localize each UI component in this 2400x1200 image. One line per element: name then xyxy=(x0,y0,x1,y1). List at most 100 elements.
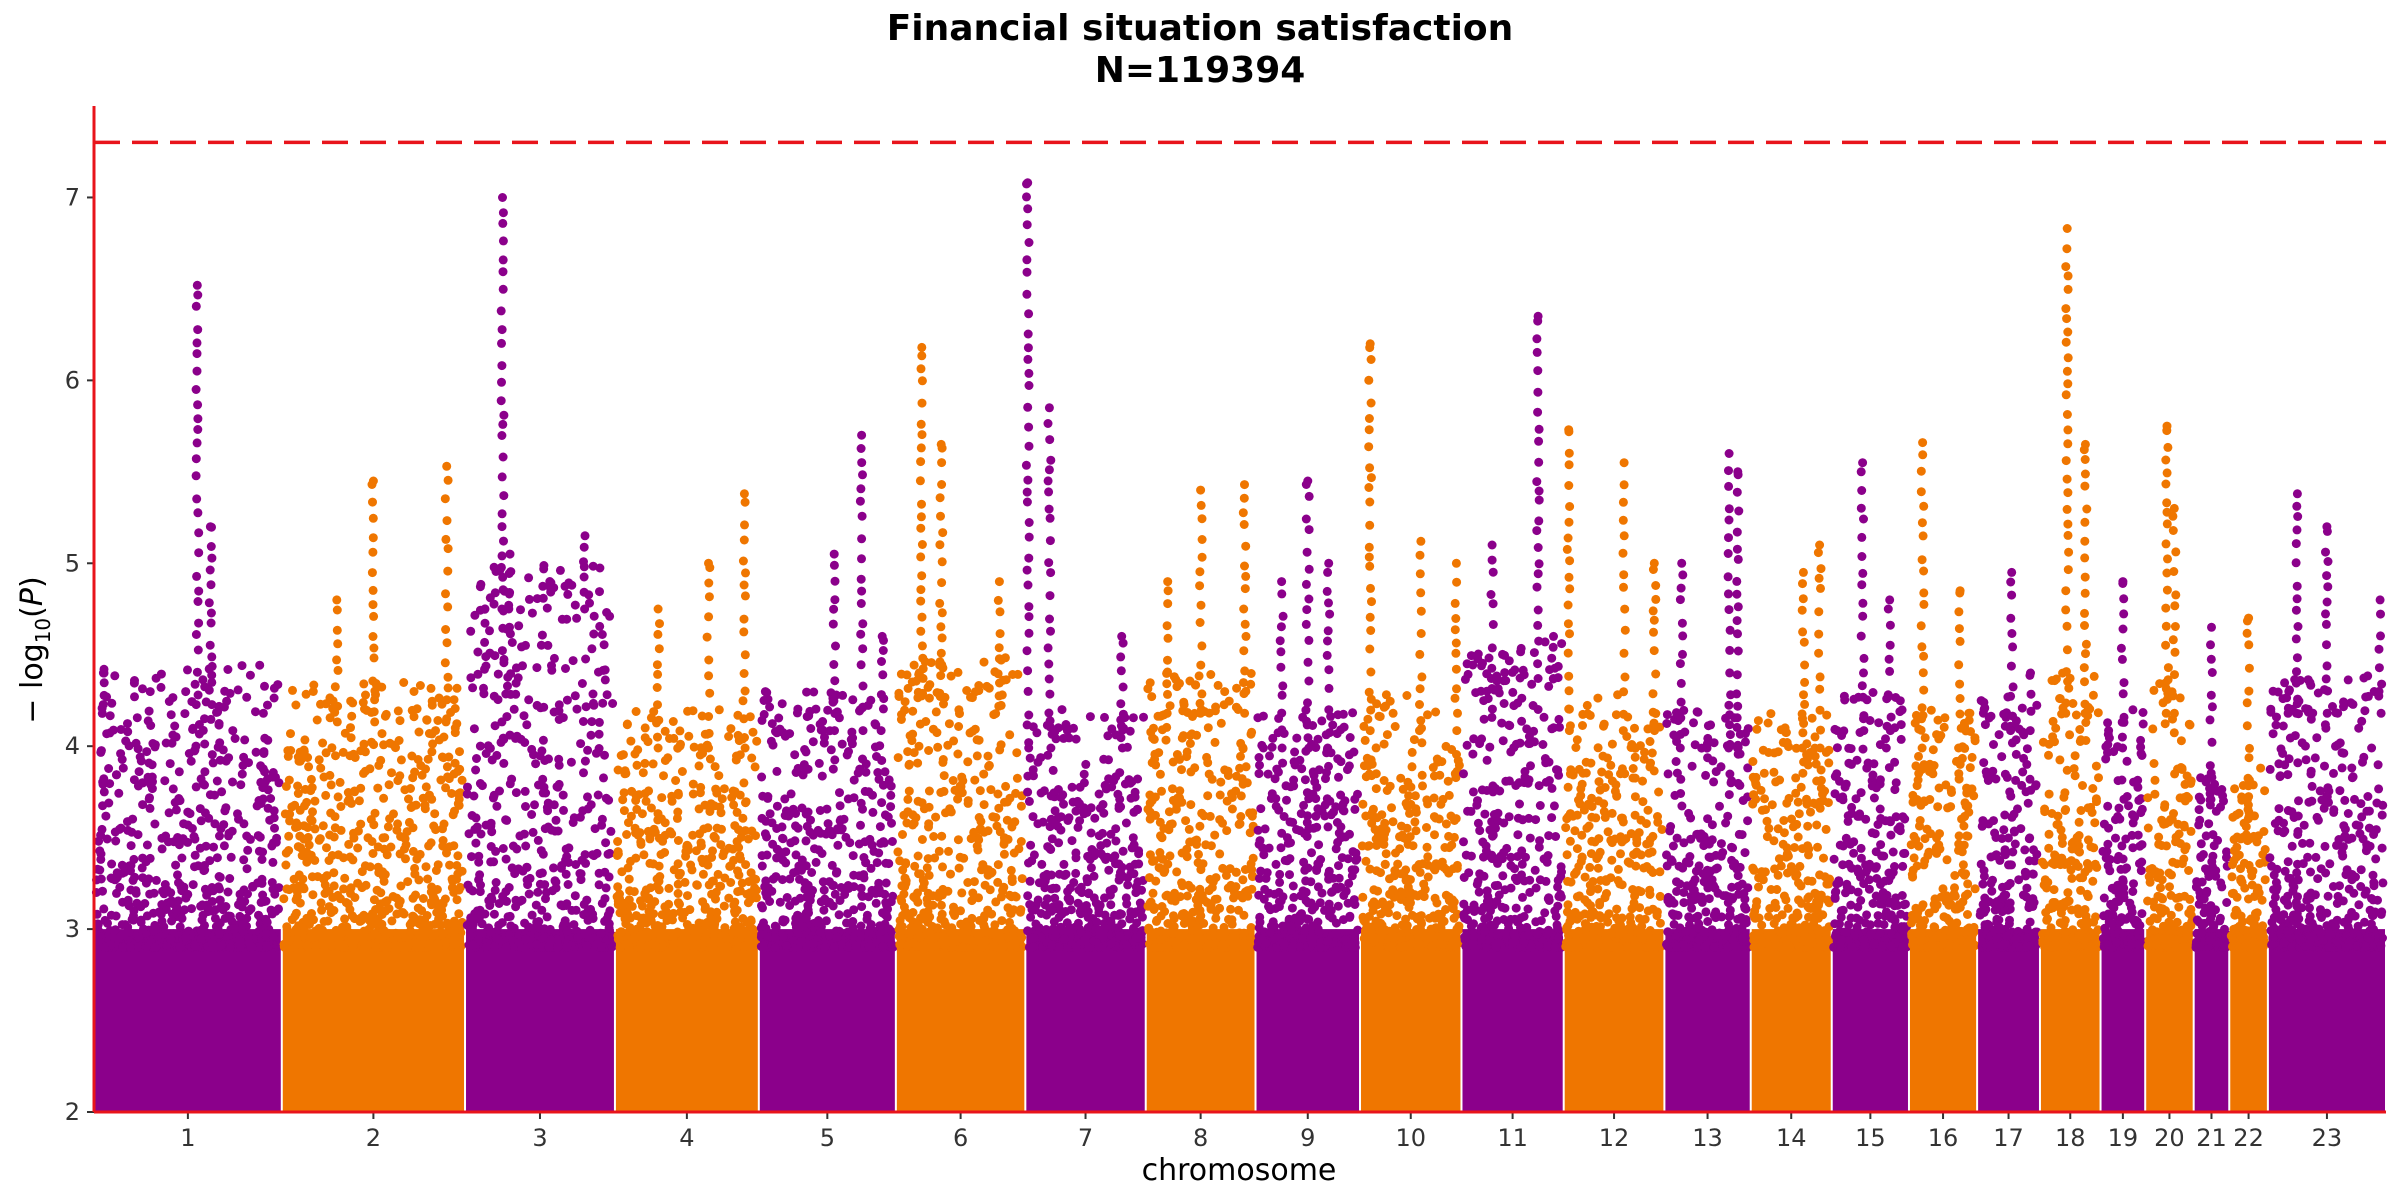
snp-point xyxy=(1231,867,1241,877)
snp-point xyxy=(581,702,591,712)
peak-snp-point xyxy=(878,646,888,655)
snp-point xyxy=(350,914,360,923)
snp-point xyxy=(527,810,537,819)
snp-point xyxy=(706,907,716,917)
chromosome-8-points xyxy=(1143,480,1258,1112)
peak-snp-point xyxy=(1021,460,1031,470)
snp-point xyxy=(1086,863,1096,873)
peak-snp-point xyxy=(579,557,588,567)
snp-point xyxy=(329,832,339,842)
peak-top-point xyxy=(580,531,590,541)
snp-point xyxy=(1429,771,1439,781)
peak-snp-point xyxy=(917,351,927,361)
snp-point xyxy=(830,755,840,765)
snp-point xyxy=(1165,851,1175,861)
snp-point xyxy=(499,658,509,668)
snp-point xyxy=(785,901,795,910)
snp-point xyxy=(571,905,581,915)
peak-snp-point xyxy=(1044,465,1054,475)
snp-point xyxy=(1351,855,1361,865)
snp-point xyxy=(849,870,859,880)
peak-snp-point xyxy=(1278,681,1288,691)
snp-point xyxy=(851,942,861,951)
snp-point xyxy=(594,717,604,727)
snp-point xyxy=(1046,791,1056,801)
snp-point xyxy=(318,738,328,748)
snp-point xyxy=(412,854,422,864)
snp-point xyxy=(1227,804,1237,814)
snp-point xyxy=(138,684,147,694)
snp-point xyxy=(1213,680,1223,690)
snp-point xyxy=(1110,910,1119,920)
peak-snp-point xyxy=(192,571,202,581)
snp-point xyxy=(1228,942,1238,952)
snp-point xyxy=(568,656,578,666)
snp-point xyxy=(346,936,356,946)
snp-point xyxy=(673,788,683,798)
snp-point xyxy=(99,774,109,784)
data-points xyxy=(91,178,2388,1112)
peak-snp-point xyxy=(1022,487,1032,497)
snp-point xyxy=(524,573,534,583)
snp-point xyxy=(820,942,830,952)
snp-point xyxy=(643,737,653,747)
snp-point xyxy=(123,719,132,729)
snp-point xyxy=(106,910,116,920)
peak-snp-point xyxy=(937,480,947,489)
snp-point xyxy=(269,683,279,693)
snp-point xyxy=(168,730,178,740)
peak-snp-point xyxy=(333,701,343,711)
snp-point xyxy=(1324,874,1334,884)
snp-point xyxy=(534,780,543,790)
peak-top-point xyxy=(98,668,108,678)
peak-top-point xyxy=(1163,577,1173,587)
snp-point xyxy=(589,700,599,710)
snp-point xyxy=(947,923,957,933)
snp-point xyxy=(1262,868,1272,878)
snp-point xyxy=(505,730,515,740)
snp-point xyxy=(913,851,923,861)
snp-point xyxy=(953,835,963,845)
snp-point xyxy=(449,695,459,705)
snp-point xyxy=(974,835,984,845)
snp-point xyxy=(452,683,462,693)
snp-point xyxy=(1132,804,1142,814)
peak-snp-point xyxy=(1024,309,1034,319)
snp-point xyxy=(393,706,403,716)
chromosome-2-dense-region xyxy=(282,929,465,1112)
snp-point xyxy=(501,942,511,952)
chromosome-4-dense-region xyxy=(615,929,758,1112)
snp-point xyxy=(468,940,478,950)
snp-point xyxy=(410,767,420,777)
snp-point xyxy=(733,866,742,876)
snp-point xyxy=(1057,705,1067,715)
peak-snp-point xyxy=(368,513,378,523)
snp-point xyxy=(511,902,521,912)
snp-point xyxy=(635,828,645,838)
snp-point xyxy=(247,942,257,952)
peak-snp-point xyxy=(99,690,109,700)
snp-point xyxy=(724,732,734,741)
snp-point xyxy=(625,886,635,896)
snp-point xyxy=(136,915,146,925)
snp-point xyxy=(639,850,649,860)
snp-point xyxy=(472,754,481,763)
snp-point xyxy=(979,769,989,779)
snp-point xyxy=(644,931,654,941)
snp-point xyxy=(1334,861,1343,871)
snp-point xyxy=(269,806,279,816)
snp-point xyxy=(1188,907,1198,917)
peak-snp-point xyxy=(1240,666,1250,676)
snp-point xyxy=(620,769,630,779)
snp-point xyxy=(654,861,664,871)
snp-point xyxy=(481,652,491,662)
snp-point xyxy=(139,924,148,934)
snp-point xyxy=(408,801,418,811)
snp-point xyxy=(454,800,464,810)
peak-snp-point xyxy=(441,625,451,634)
snp-point xyxy=(557,861,567,870)
snp-point xyxy=(832,932,842,942)
peak-snp-point xyxy=(369,707,379,717)
peak-snp-point xyxy=(936,671,946,681)
snp-point xyxy=(480,604,490,614)
